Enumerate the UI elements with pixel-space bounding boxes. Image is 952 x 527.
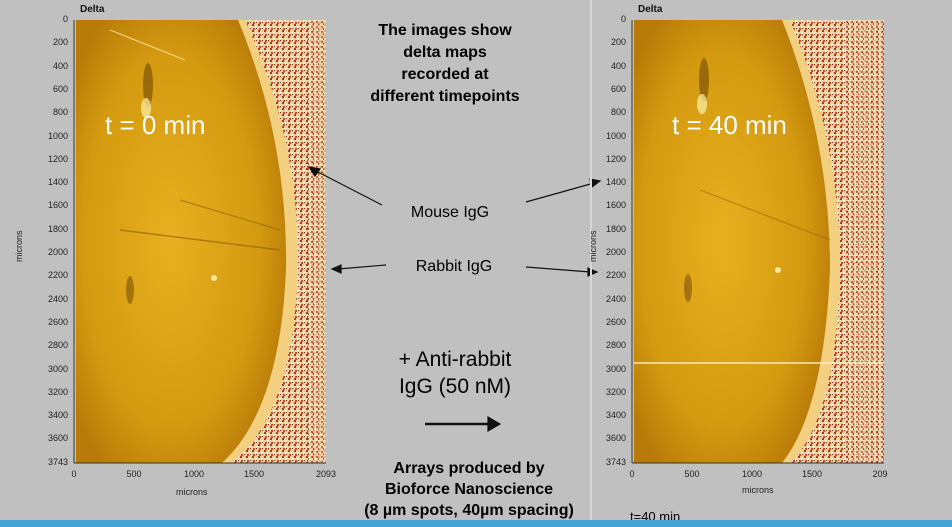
y-tick-label: 1600 (605, 200, 626, 211)
description-line: The images show (378, 22, 512, 39)
x-tick-label: 2093 (316, 469, 337, 479)
y-tick-label: 400 (610, 60, 626, 71)
y-tick-label: 3400 (47, 410, 68, 421)
panel-separator (590, 0, 592, 520)
y-tick-label: 1200 (47, 153, 68, 164)
y-tick-label: 3200 (605, 386, 626, 397)
left-delta-image (76, 20, 326, 463)
x-tick-label: 1500 (244, 469, 265, 479)
anti-rabbit-line: + Anti-rabbit (398, 348, 512, 371)
y-tick-label: 600 (610, 83, 626, 94)
description-text: The images show delta maps recorded at d… (340, 20, 550, 108)
y-tick-label: 1200 (605, 153, 626, 164)
y-tick-label: 2200 (47, 270, 68, 281)
right-plot-title: Delta (638, 4, 663, 15)
description-line: recorded at (401, 66, 489, 83)
y-tick-label: 2800 (47, 340, 68, 351)
y-tick-label: 1600 (47, 200, 68, 211)
x-tick-label: 1000 (742, 469, 763, 479)
y-tick-label: 1000 (605, 130, 626, 141)
arrays-line: Arrays produced by (393, 460, 545, 477)
y-tick-label: 3000 (605, 363, 626, 374)
y-tick-label: 3600 (47, 433, 68, 444)
y-tick-label: 400 (52, 60, 68, 71)
y-tick-label: 3000 (47, 363, 68, 374)
left-y-axis-label: microns (14, 230, 24, 262)
y-tick-label: 1000 (47, 130, 68, 141)
mouse-igg-label: Mouse IgG (410, 204, 490, 221)
arrays-line: Bioforce Nanoscience (384, 481, 554, 498)
y-tick-label: 2600 (605, 316, 626, 327)
description-line: different timepoints (370, 88, 520, 105)
y-tick-label: 2000 (605, 247, 626, 257)
x-tick-label: 500 (684, 469, 700, 479)
y-tick-label: 2000 (47, 247, 68, 257)
y-tick-label: 0 (620, 14, 626, 24)
y-tick-label: 0 (62, 14, 68, 24)
y-tick-label: 2400 (605, 293, 626, 304)
y-tick-label: 3600 (605, 433, 626, 444)
y-tick-label: 1800 (47, 223, 68, 234)
x-tick-label: 1500 (802, 469, 823, 479)
arrays-credit-text: Arrays produced by Bioforce Nanoscience … (334, 458, 604, 521)
x-tick-label: 0 (629, 469, 635, 479)
rabbit-igg-label: Rabbit IgG (415, 258, 493, 275)
left-plot-title: Delta (80, 4, 105, 15)
x-tick-label: 0 (71, 469, 77, 479)
y-tick-label: 3743 (47, 457, 68, 467)
anti-rabbit-line: IgG (50 nM) (398, 375, 512, 398)
right-time-label: t = 40 min (672, 110, 787, 140)
arrays-line: (8 µm spots, 40µm spacing) (364, 502, 574, 519)
left-axes (73, 20, 326, 464)
left-x-axis-label: microns (176, 487, 208, 497)
right-x-axis-label: microns (742, 485, 774, 495)
y-tick-label: 1400 (605, 177, 626, 188)
y-tick-label: 3743 (605, 457, 626, 467)
accent-bar (0, 520, 952, 527)
description-line: delta maps (403, 44, 487, 61)
y-tick-label: 600 (52, 83, 68, 94)
y-tick-label: 3400 (605, 410, 626, 421)
y-tick-label: 2200 (605, 270, 626, 281)
x-tick-label: 209 (872, 469, 888, 479)
y-tick-label: 800 (610, 107, 626, 118)
y-tick-label: 2600 (47, 316, 68, 327)
y-tick-label: 200 (610, 37, 626, 48)
right-delta-image (634, 20, 884, 463)
y-tick-label: 3200 (47, 386, 68, 397)
right-axes (631, 20, 884, 464)
y-tick-label: 800 (52, 107, 68, 118)
y-tick-label: 2800 (605, 340, 626, 351)
y-tick-label: 2400 (47, 293, 68, 304)
y-tick-label: 200 (52, 37, 68, 48)
anti-rabbit-text: + Anti-rabbit IgG (50 nM) (370, 346, 540, 400)
right-y-axis-label: microns (588, 230, 598, 262)
y-tick-label: 1400 (47, 177, 68, 188)
y-tick-label: 1800 (605, 223, 626, 234)
x-tick-label: 500 (126, 469, 142, 479)
left-time-label: t = 0 min (105, 110, 206, 140)
x-tick-label: 1000 (184, 469, 205, 479)
